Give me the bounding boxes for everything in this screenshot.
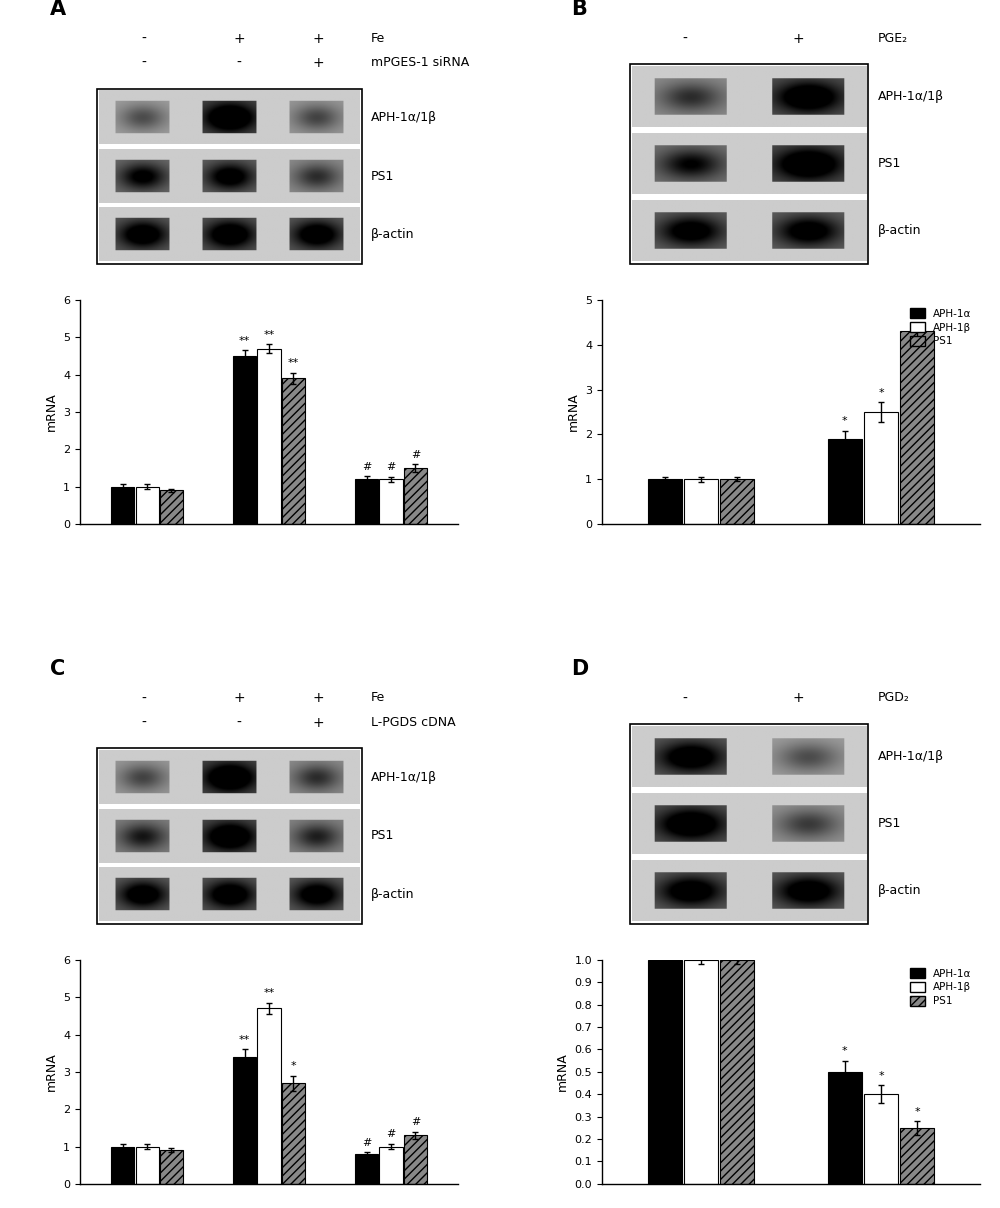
Bar <box>404 1136 427 1184</box>
Text: #: # <box>386 463 396 472</box>
Text: β-actin: β-actin <box>878 223 921 237</box>
Text: +: + <box>312 57 324 70</box>
Text: **: ** <box>239 1035 250 1045</box>
Text: +: + <box>793 31 804 46</box>
Bar <box>355 1154 378 1184</box>
Bar <box>136 487 159 524</box>
Bar <box>257 1009 281 1184</box>
Text: *: * <box>842 1046 848 1056</box>
Text: PS1: PS1 <box>878 817 901 830</box>
Bar <box>111 1146 134 1184</box>
Text: **: ** <box>263 988 275 998</box>
Text: +: + <box>312 716 324 730</box>
Text: #: # <box>362 461 371 472</box>
Text: C: C <box>50 660 65 679</box>
Text: *: * <box>914 1107 920 1116</box>
Y-axis label: mRNA: mRNA <box>566 393 579 431</box>
Text: -: - <box>142 31 147 46</box>
Bar <box>257 349 281 524</box>
Bar <box>282 378 305 524</box>
Bar <box>355 480 378 524</box>
Text: *: * <box>291 1061 296 1071</box>
Bar <box>111 487 134 524</box>
Text: +: + <box>312 31 324 46</box>
Text: PGE₂: PGE₂ <box>878 31 908 45</box>
Text: *: * <box>878 388 884 397</box>
Bar <box>379 1146 403 1184</box>
Text: β-actin: β-actin <box>371 228 415 242</box>
Bar <box>828 439 862 524</box>
Bar <box>233 1057 256 1184</box>
Text: PGD₂: PGD₂ <box>878 691 910 704</box>
Bar <box>648 480 682 524</box>
Text: D: D <box>572 660 589 679</box>
Bar <box>97 88 362 265</box>
Bar <box>379 480 403 524</box>
Text: PS1: PS1 <box>371 169 395 182</box>
Y-axis label: mRNA: mRNA <box>45 1052 58 1091</box>
Text: APH-1α/1β: APH-1α/1β <box>371 771 437 784</box>
Text: B: B <box>572 0 587 19</box>
Text: #: # <box>411 449 420 460</box>
Text: PS1: PS1 <box>878 157 901 170</box>
Text: Fe: Fe <box>371 31 385 45</box>
Text: -: - <box>683 31 687 46</box>
Bar <box>900 1128 934 1184</box>
Text: -: - <box>142 716 147 730</box>
Text: PS1: PS1 <box>371 830 395 842</box>
Bar <box>233 356 256 524</box>
Text: mPGES-1 siRNA: mPGES-1 siRNA <box>371 57 469 69</box>
Text: -: - <box>236 716 241 730</box>
Y-axis label: mRNA: mRNA <box>45 393 58 431</box>
Y-axis label: mRNA: mRNA <box>556 1052 569 1091</box>
Text: β-actin: β-actin <box>371 888 415 901</box>
Text: APH-1α/1β: APH-1α/1β <box>878 750 944 763</box>
Bar <box>720 960 754 1184</box>
Text: **: ** <box>288 359 299 368</box>
Text: #: # <box>362 1138 371 1148</box>
Text: APH-1α/1β: APH-1α/1β <box>371 111 437 124</box>
Text: #: # <box>386 1129 396 1139</box>
Bar <box>404 467 427 524</box>
Bar <box>136 1146 159 1184</box>
Text: Fe: Fe <box>371 691 385 704</box>
Legend: APH-1α, APH-1β, PS1: APH-1α, APH-1β, PS1 <box>907 965 975 1009</box>
Text: **: ** <box>911 310 923 320</box>
Bar <box>864 1094 898 1184</box>
Text: -: - <box>142 691 147 705</box>
Bar <box>864 412 898 524</box>
Text: -: - <box>142 57 147 70</box>
Bar <box>828 1071 862 1184</box>
Text: -: - <box>683 691 687 705</box>
Text: L-PGDS cDNA: L-PGDS cDNA <box>371 716 456 730</box>
Text: +: + <box>312 691 324 705</box>
Bar <box>684 960 718 1184</box>
Bar <box>160 1150 183 1184</box>
Text: #: # <box>411 1117 420 1127</box>
Text: A: A <box>50 0 66 19</box>
Bar <box>900 331 934 524</box>
Bar <box>630 724 868 924</box>
Bar <box>160 490 183 524</box>
Bar <box>720 480 754 524</box>
Text: **: ** <box>263 330 275 339</box>
Bar <box>97 748 362 924</box>
Text: +: + <box>233 691 245 705</box>
Legend: APH-1α, APH-1β, PS1: APH-1α, APH-1β, PS1 <box>907 306 975 349</box>
Bar <box>648 960 682 1184</box>
Bar <box>282 1084 305 1184</box>
Text: *: * <box>842 417 848 426</box>
Text: +: + <box>793 691 804 705</box>
Text: -: - <box>236 57 241 70</box>
Text: +: + <box>233 31 245 46</box>
Bar <box>684 480 718 524</box>
Bar <box>630 64 868 265</box>
Text: **: ** <box>239 336 250 345</box>
Text: β-actin: β-actin <box>878 884 921 896</box>
Text: *: * <box>878 1070 884 1081</box>
Text: APH-1α/1β: APH-1α/1β <box>878 91 944 104</box>
